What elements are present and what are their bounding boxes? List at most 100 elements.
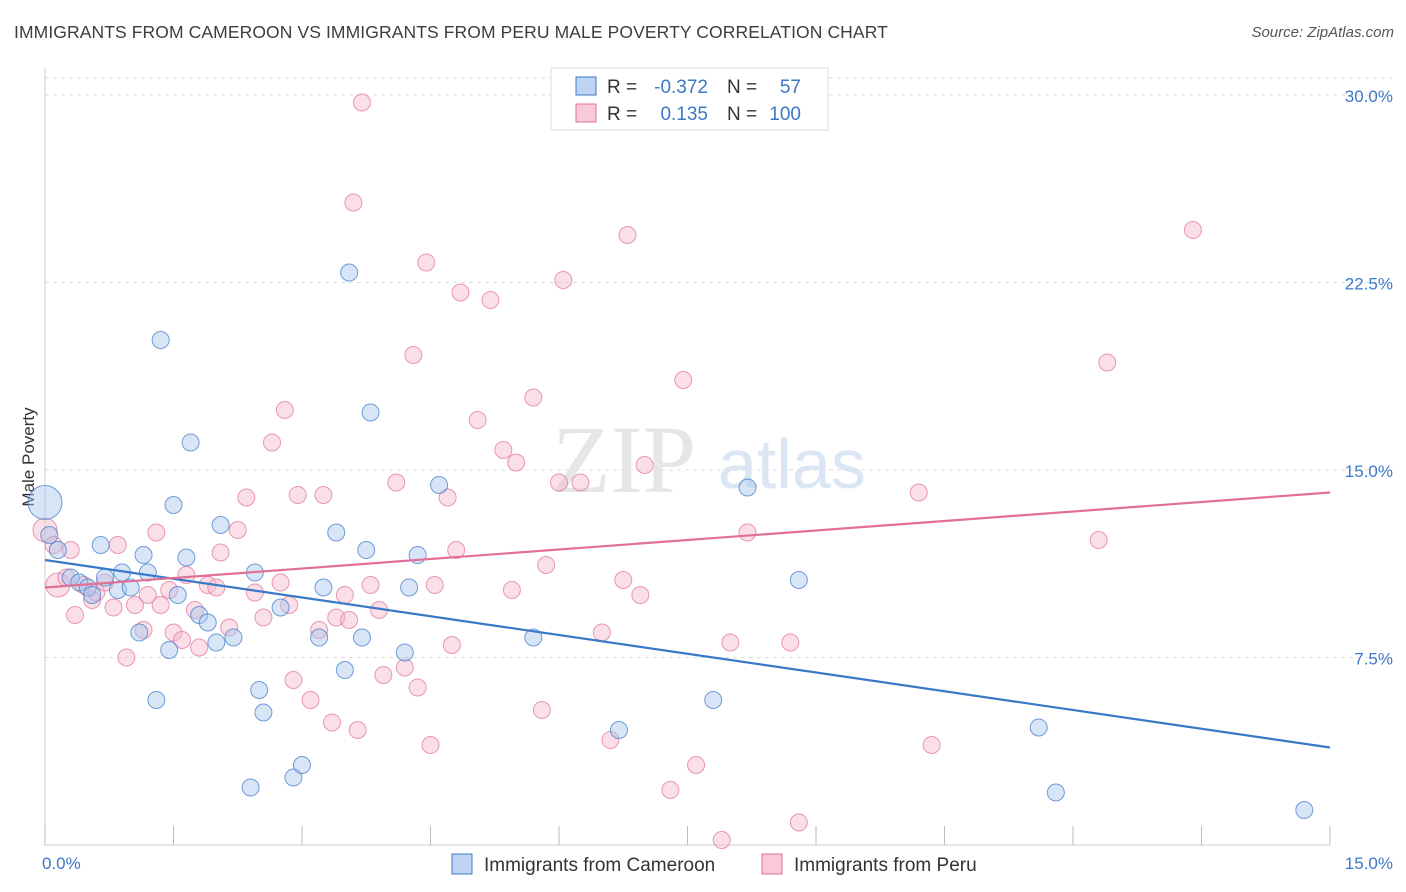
cameroon-point xyxy=(130,623,149,642)
cameroon-point xyxy=(241,778,260,797)
cameroon-point xyxy=(327,523,346,542)
legend-r-value-cameroon: -0.372 xyxy=(654,77,708,98)
peru-point xyxy=(721,633,740,652)
peru-point xyxy=(301,691,320,709)
cameroon-point xyxy=(40,526,59,544)
peru-point xyxy=(374,666,393,684)
chart-title: IMMIGRANTS FROM CAMEROON VS IMMIGRANTS F… xyxy=(14,22,888,42)
peru-point xyxy=(263,433,282,452)
peru-point xyxy=(404,346,423,364)
bottom-legend-label-peru: Immigrants from Peru xyxy=(794,855,977,876)
peru-point xyxy=(738,523,757,542)
peru-point xyxy=(387,473,406,492)
bottom-legend-swatch-peru xyxy=(761,853,783,875)
cameroon-point xyxy=(211,516,230,534)
peru-point xyxy=(211,543,230,562)
cameroon-point xyxy=(357,541,376,559)
peru-point xyxy=(173,631,192,649)
cameroon-point xyxy=(121,578,140,597)
cameroon-point xyxy=(395,643,414,662)
legend-box xyxy=(550,67,829,131)
peru-point xyxy=(789,813,808,832)
watermark-zip: ZIP xyxy=(552,406,696,513)
peru-point xyxy=(524,388,543,407)
x-tick-label-start: 0.0% xyxy=(42,854,81,873)
x-tick-labels: 0.0% 15.0% xyxy=(42,854,1393,873)
cameroon-point xyxy=(168,586,187,604)
cameroon-point xyxy=(27,485,63,520)
peru-point xyxy=(271,573,290,592)
peru-point xyxy=(687,756,706,774)
peru-point xyxy=(447,541,466,559)
cameroon-point xyxy=(224,628,243,647)
trend-line-cameroon xyxy=(44,558,1331,749)
peru-point xyxy=(314,486,333,504)
peru-point xyxy=(61,541,80,559)
peru-point xyxy=(592,623,611,642)
cameroon-point xyxy=(430,476,449,494)
peru-point xyxy=(1183,221,1202,239)
cameroon-point xyxy=(361,403,380,422)
peru-point xyxy=(661,781,680,799)
peru-point xyxy=(207,578,226,597)
cameroon-point xyxy=(207,633,226,652)
peru-point xyxy=(614,571,633,589)
peru-point xyxy=(108,536,127,554)
peru-point xyxy=(335,586,354,604)
peru-point xyxy=(571,473,590,492)
cameroon-point xyxy=(134,546,153,564)
y-tick-label: 30.0% xyxy=(1345,87,1393,106)
peru-point xyxy=(532,701,551,719)
cameroon-point xyxy=(400,578,419,597)
cameroon-point xyxy=(340,263,359,282)
bottom-legend-label-cameroon: Immigrants from Cameroon xyxy=(484,855,715,876)
series-cameroon-points xyxy=(27,263,1314,819)
cameroon-point xyxy=(1029,718,1048,737)
peru-point xyxy=(631,586,650,604)
peru-point xyxy=(190,638,209,657)
peru-point xyxy=(151,596,170,614)
peru-point xyxy=(237,488,256,507)
legend-n-value-cameroon: 57 xyxy=(780,77,801,98)
peru-point xyxy=(344,193,363,212)
cameroon-point xyxy=(160,641,179,659)
cameroon-point xyxy=(177,548,196,567)
peru-point xyxy=(674,371,693,389)
legend-r-label-cameroon: R = xyxy=(607,77,637,98)
peru-point xyxy=(1098,353,1117,372)
cameroon-point xyxy=(524,628,543,647)
peru-point xyxy=(781,633,800,652)
peru-point xyxy=(451,283,470,302)
trend-lines xyxy=(44,491,1331,749)
trend-line-peru xyxy=(44,491,1331,589)
peru-point xyxy=(554,271,573,289)
watermark: ZIP atlas xyxy=(552,406,866,513)
cameroon-point xyxy=(284,768,303,787)
source-credit: Source: ZipAtlas.com xyxy=(1251,24,1394,41)
cameroon-point xyxy=(310,628,329,647)
peru-point xyxy=(712,831,731,849)
peru-point xyxy=(550,473,568,492)
peru-point xyxy=(417,253,436,272)
peru-point xyxy=(635,456,654,474)
y-tick-label: 22.5% xyxy=(1345,275,1393,294)
cameroon-point xyxy=(250,681,269,699)
cameroon-point xyxy=(151,331,170,349)
peru-point xyxy=(284,671,303,689)
peru-point xyxy=(502,581,521,599)
cameroon-point xyxy=(70,573,89,592)
legend-swatch-cameroon xyxy=(575,76,597,96)
peru-point xyxy=(438,488,457,507)
legend: R = -0.372 N = 57 R = 0.135 N = 100 xyxy=(550,67,829,131)
cameroon-point xyxy=(609,721,628,739)
peru-point xyxy=(909,483,928,502)
cameroon-point xyxy=(91,536,110,554)
peru-point xyxy=(65,606,84,624)
y-tick-labels: 7.5% 15.0% 22.5% 30.0% xyxy=(1345,87,1393,669)
cameroon-point xyxy=(164,496,183,514)
series-peru-points xyxy=(32,93,1202,849)
peru-point xyxy=(922,736,941,754)
legend-r-value-peru: 0.135 xyxy=(660,104,708,125)
legend-swatch-peru xyxy=(575,103,597,123)
